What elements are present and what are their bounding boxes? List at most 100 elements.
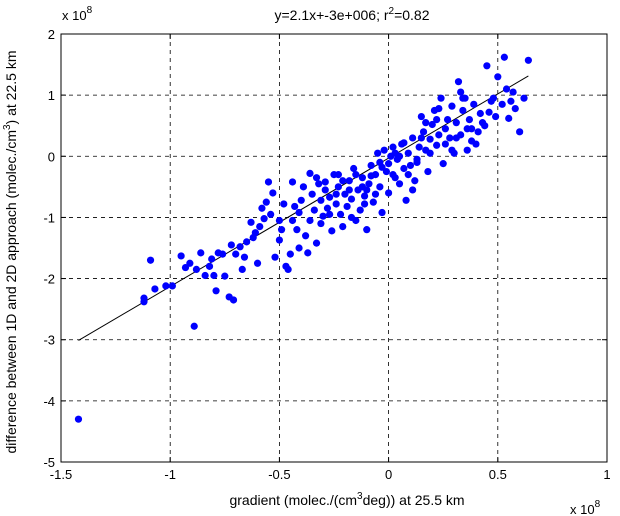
data-point bbox=[357, 206, 364, 213]
data-point bbox=[147, 257, 154, 264]
data-point bbox=[453, 119, 460, 126]
data-point bbox=[372, 191, 379, 198]
data-point bbox=[359, 183, 366, 190]
data-point bbox=[368, 172, 375, 179]
data-point bbox=[285, 266, 292, 273]
data-point bbox=[363, 226, 370, 233]
data-point bbox=[276, 217, 283, 224]
data-point bbox=[212, 287, 219, 294]
data-point bbox=[197, 249, 204, 256]
data-point bbox=[468, 137, 475, 144]
data-point bbox=[464, 125, 471, 132]
data-point bbox=[335, 183, 342, 190]
data-point bbox=[293, 226, 300, 233]
data-point bbox=[322, 178, 329, 185]
data-point bbox=[302, 232, 309, 239]
data-point bbox=[289, 217, 296, 224]
data-point bbox=[455, 78, 462, 85]
data-point bbox=[339, 223, 346, 230]
data-point bbox=[385, 160, 392, 167]
data-point bbox=[492, 113, 499, 120]
data-point bbox=[365, 180, 372, 187]
data-point bbox=[339, 177, 346, 184]
data-point bbox=[230, 296, 237, 303]
data-point bbox=[280, 200, 287, 207]
data-point bbox=[512, 105, 519, 112]
data-point bbox=[435, 105, 442, 112]
data-point bbox=[485, 109, 492, 116]
y-tick-label: -5 bbox=[43, 455, 55, 470]
data-point bbox=[269, 189, 276, 196]
x-tick-label: -0.5 bbox=[268, 467, 290, 482]
data-point bbox=[265, 178, 272, 185]
data-point bbox=[311, 206, 318, 213]
data-point bbox=[459, 107, 466, 114]
data-point bbox=[407, 162, 414, 169]
data-point bbox=[448, 147, 455, 154]
data-point bbox=[337, 211, 344, 218]
data-point bbox=[370, 199, 377, 206]
data-point bbox=[361, 200, 368, 207]
x-tick-label: 0 bbox=[385, 467, 392, 482]
data-point bbox=[75, 416, 82, 423]
data-point bbox=[385, 189, 392, 196]
data-point bbox=[400, 139, 407, 146]
data-point bbox=[295, 244, 302, 251]
data-point bbox=[352, 171, 359, 178]
data-point bbox=[433, 142, 440, 149]
data-point bbox=[440, 160, 447, 167]
data-point bbox=[444, 116, 451, 123]
data-point bbox=[483, 62, 490, 69]
data-point bbox=[459, 95, 466, 102]
data-point bbox=[333, 200, 340, 207]
data-point bbox=[479, 119, 486, 126]
data-point bbox=[418, 134, 425, 141]
data-point bbox=[295, 209, 302, 216]
data-point bbox=[499, 101, 506, 108]
data-point bbox=[261, 215, 268, 222]
data-point bbox=[389, 171, 396, 178]
data-point bbox=[291, 203, 298, 210]
data-point bbox=[232, 251, 239, 258]
data-point bbox=[317, 220, 324, 227]
data-point bbox=[405, 150, 412, 157]
data-point bbox=[271, 254, 278, 261]
y-tick-label: -2 bbox=[43, 272, 55, 287]
data-point bbox=[140, 298, 147, 305]
data-point bbox=[335, 171, 342, 178]
data-point bbox=[298, 197, 305, 204]
data-point bbox=[378, 209, 385, 216]
data-point bbox=[228, 241, 235, 248]
data-point bbox=[191, 323, 198, 330]
data-point bbox=[405, 171, 412, 178]
data-point bbox=[247, 219, 254, 226]
data-point bbox=[503, 85, 510, 92]
data-point bbox=[313, 240, 320, 247]
data-point bbox=[453, 134, 460, 141]
data-point bbox=[319, 213, 326, 220]
data-point bbox=[348, 214, 355, 221]
data-point bbox=[402, 197, 409, 204]
data-point bbox=[490, 95, 497, 102]
data-point bbox=[435, 131, 442, 138]
x-tick-label: -1 bbox=[164, 467, 176, 482]
data-point bbox=[276, 236, 283, 243]
data-point bbox=[420, 128, 427, 135]
data-point bbox=[287, 251, 294, 258]
data-point bbox=[300, 183, 307, 190]
data-point bbox=[426, 150, 433, 157]
data-point bbox=[507, 98, 514, 105]
y-axis-label: difference between 1D and 2D approach (m… bbox=[2, 51, 19, 454]
data-point bbox=[208, 255, 215, 262]
data-point bbox=[501, 54, 508, 61]
data-point bbox=[520, 95, 527, 102]
data-point bbox=[333, 191, 340, 198]
data-point bbox=[267, 211, 274, 218]
data-point bbox=[313, 174, 320, 181]
data-point bbox=[306, 217, 313, 224]
data-point bbox=[202, 272, 209, 279]
y-tick-label: -3 bbox=[43, 333, 55, 348]
data-point bbox=[162, 282, 169, 289]
data-point bbox=[193, 266, 200, 273]
